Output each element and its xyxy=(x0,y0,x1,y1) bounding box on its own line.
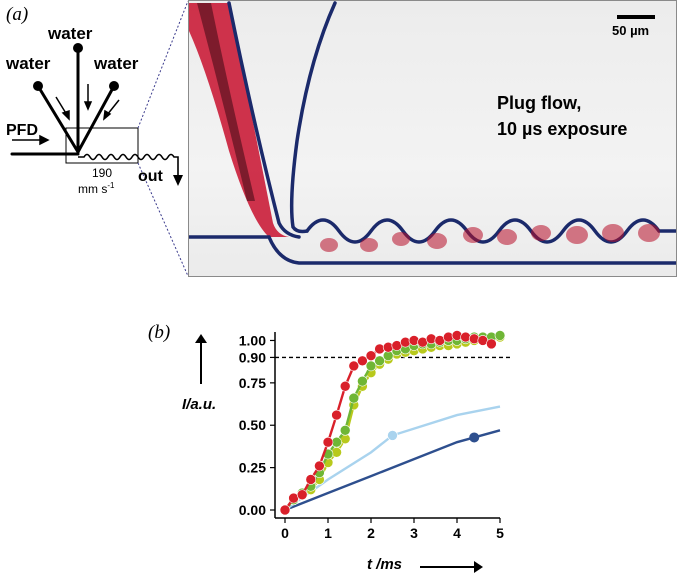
y-tick-label: 0.50 xyxy=(239,417,266,433)
series-4-point xyxy=(331,409,342,421)
micrograph-plug-flow: 50 µm Plug flow, 10 µs exposure xyxy=(188,0,677,277)
photo-caption-line2: 10 µs exposure xyxy=(497,119,628,139)
series-4-point xyxy=(314,460,325,472)
chart-series xyxy=(279,330,506,516)
water-label-right: water xyxy=(94,54,139,73)
panel-b-label: (b) xyxy=(148,322,171,343)
series-4-point xyxy=(279,504,291,516)
series-4-point xyxy=(451,330,463,341)
series-3-point xyxy=(348,392,360,404)
series-4-point xyxy=(443,331,454,343)
right-inlet-port xyxy=(109,81,119,91)
series-4-point xyxy=(400,336,411,348)
series-4-point xyxy=(322,436,334,448)
y-tick-label: 0.90 xyxy=(239,349,266,365)
series-4-point xyxy=(296,489,308,501)
y-axis-title: I/a.u. xyxy=(182,396,217,413)
serpentine-outlet-channel xyxy=(78,153,179,176)
flow-speed-unit: mm s-1 xyxy=(78,181,114,196)
series-4-point xyxy=(425,333,437,345)
series-4-point xyxy=(365,350,377,362)
water-label-top: water xyxy=(48,24,93,43)
series-4-point xyxy=(408,335,420,346)
pfd-label: PFD xyxy=(6,122,38,139)
series-4-point xyxy=(357,355,368,367)
series-4-point xyxy=(348,360,360,372)
left-inlet-channel xyxy=(36,84,80,154)
center-inlet-port xyxy=(73,43,83,53)
y-axis-arrow-head xyxy=(195,334,207,343)
series-3-point xyxy=(374,355,385,367)
series-4-point xyxy=(382,341,394,353)
series-3-point xyxy=(339,425,351,436)
zoom-region-box xyxy=(65,127,139,164)
series-1-point xyxy=(387,430,398,441)
water-label-left: water xyxy=(6,54,51,73)
series-4-point xyxy=(468,333,480,345)
x-tick-label: 0 xyxy=(281,525,289,541)
x-tick-label: 3 xyxy=(410,525,418,541)
panel-a-label: (a) xyxy=(6,4,29,25)
scale-bar-label: 50 µm xyxy=(612,23,650,38)
y-tick-label: 0.75 xyxy=(239,375,266,391)
series-4-point xyxy=(486,338,497,350)
flow-speed-unit-text: mm s xyxy=(78,182,108,196)
series-4-point xyxy=(460,331,471,343)
y-tick-label: 0.25 xyxy=(239,460,266,476)
series-0-point xyxy=(469,432,480,443)
x-axis-arrow xyxy=(420,566,476,568)
flow-speed-unit-exponent: -1 xyxy=(107,181,115,190)
scale-bar xyxy=(617,15,655,19)
intensity-vs-time-chart: 0.00 0.25 0.50 0.75 0.901.00 0 1 2 3 4 5 xyxy=(239,330,510,541)
x-tick-label: 2 xyxy=(367,525,375,541)
y-tick-label: 0.00 xyxy=(239,502,266,518)
x-tick-label: 5 xyxy=(496,525,504,541)
channel-schematic xyxy=(10,0,188,277)
series-4-point xyxy=(339,380,351,392)
x-tick-label: 1 xyxy=(324,525,332,541)
chart-axes: 0.00 0.25 0.50 0.75 0.901.00 0 1 2 3 4 5 xyxy=(239,332,510,541)
x-axis-arrow-head xyxy=(474,561,483,573)
series-3-point xyxy=(494,330,506,341)
y-tick-label: 1.00 xyxy=(239,332,266,348)
x-axis-title: t /ms xyxy=(367,556,403,573)
flow-speed-value: 190 xyxy=(92,166,113,180)
left-inlet-port xyxy=(33,81,43,91)
outlet-arrow xyxy=(173,175,183,186)
y-axis-arrow xyxy=(200,340,202,384)
series-line-1 xyxy=(284,405,501,511)
series-line-0 xyxy=(284,429,501,512)
series-4-point xyxy=(374,343,385,355)
out-label: out xyxy=(138,168,163,185)
photo-caption-line1: Plug flow, xyxy=(497,93,582,113)
right-inlet-channel xyxy=(76,84,116,154)
series-3-point xyxy=(365,360,377,372)
x-tick-label: 4 xyxy=(453,525,461,541)
series-3-point xyxy=(357,375,368,387)
series-4-point xyxy=(305,474,317,485)
